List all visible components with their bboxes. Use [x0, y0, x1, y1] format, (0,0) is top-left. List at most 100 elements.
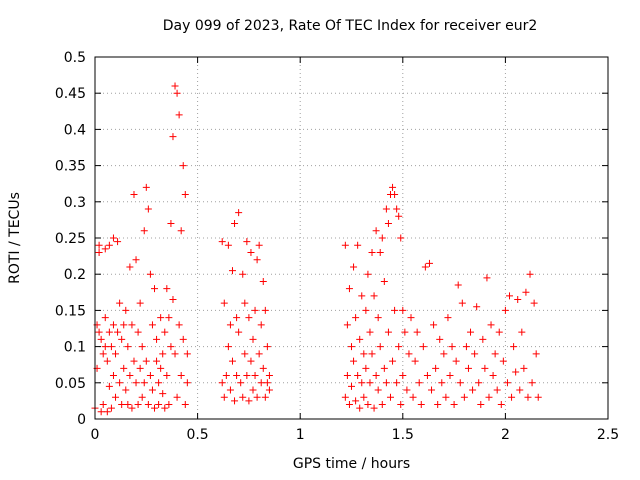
data-point [393, 205, 401, 213]
data-point [467, 328, 475, 336]
data-point [167, 343, 175, 351]
data-point [140, 379, 148, 387]
data-point [526, 270, 534, 278]
data-point [155, 379, 163, 387]
data-point [495, 328, 503, 336]
data-point [501, 306, 509, 314]
data-point [506, 292, 514, 300]
data-point [393, 379, 401, 387]
data-point [142, 183, 150, 191]
data-point [362, 306, 370, 314]
data-point [101, 343, 109, 351]
data-point [177, 227, 185, 235]
data-point [440, 350, 448, 358]
x-tick-label: 0.5 [186, 427, 208, 443]
data-point [239, 270, 247, 278]
data-point [534, 393, 542, 401]
data-point [109, 321, 117, 329]
data-point [120, 321, 128, 329]
data-point [454, 281, 462, 289]
data-point [112, 350, 120, 358]
data-point [226, 321, 234, 329]
x-tick-label: 1.5 [392, 427, 414, 443]
data-point [155, 401, 163, 409]
data-point [228, 267, 236, 275]
data-point [499, 357, 507, 365]
data-point [243, 238, 251, 246]
data-point [136, 364, 144, 372]
data-point [458, 299, 466, 307]
data-point [350, 357, 358, 365]
data-point [348, 343, 355, 351]
data-point [183, 350, 191, 358]
data-point [169, 296, 177, 304]
data-point [253, 256, 261, 264]
chart-title: Day 099 of 2023, Rate Of TEC Index for r… [162, 18, 538, 34]
data-point [360, 393, 368, 401]
data-point [159, 390, 167, 398]
data-point [374, 386, 382, 394]
data-point [528, 379, 536, 387]
data-point [142, 357, 150, 365]
data-point [130, 191, 138, 199]
x-tick-label: 2 [501, 427, 510, 443]
data-point [360, 350, 368, 358]
data-point [378, 401, 386, 409]
data-point [255, 350, 263, 358]
data-point [464, 364, 472, 372]
data-point [421, 263, 429, 271]
data-point [99, 350, 107, 358]
data-points [91, 82, 542, 416]
data-point [126, 372, 134, 380]
data-point [134, 401, 142, 409]
data-point [376, 248, 384, 256]
data-point [456, 379, 464, 387]
data-point [481, 364, 489, 372]
data-point [356, 404, 364, 412]
data-point [173, 393, 181, 401]
data-point [171, 350, 179, 358]
data-point [479, 335, 487, 343]
data-point [489, 372, 497, 380]
data-point [171, 82, 179, 90]
data-point [483, 274, 491, 282]
data-point [132, 256, 140, 264]
data-point [382, 205, 390, 213]
data-point [138, 343, 146, 351]
data-point [105, 328, 113, 336]
data-point [146, 270, 154, 278]
data-point [138, 393, 146, 401]
data-point [233, 372, 241, 380]
data-point [450, 401, 458, 409]
data-point [343, 321, 351, 329]
data-point [391, 306, 399, 314]
data-point [103, 408, 111, 416]
data-point [263, 343, 271, 351]
data-point [175, 111, 183, 119]
data-point [263, 379, 271, 387]
data-point [136, 299, 144, 307]
data-point [473, 303, 481, 311]
data-point [368, 350, 376, 358]
data-point [231, 397, 239, 405]
y-tick-label: 0.05 [55, 376, 86, 392]
data-point [109, 372, 117, 380]
data-point [389, 183, 397, 191]
data-point [444, 314, 452, 322]
y-tick-label: 0.4 [64, 122, 86, 138]
data-point [399, 306, 407, 314]
data-point [130, 357, 138, 365]
data-point [477, 401, 485, 409]
data-point [386, 393, 394, 401]
data-point [376, 343, 384, 351]
data-point [114, 238, 122, 246]
data-point [413, 328, 421, 336]
data-point [151, 404, 159, 412]
data-point [107, 343, 115, 351]
data-point [165, 401, 173, 409]
data-point [434, 401, 442, 409]
data-point [382, 379, 390, 387]
data-point [95, 328, 103, 336]
data-point [372, 227, 380, 235]
